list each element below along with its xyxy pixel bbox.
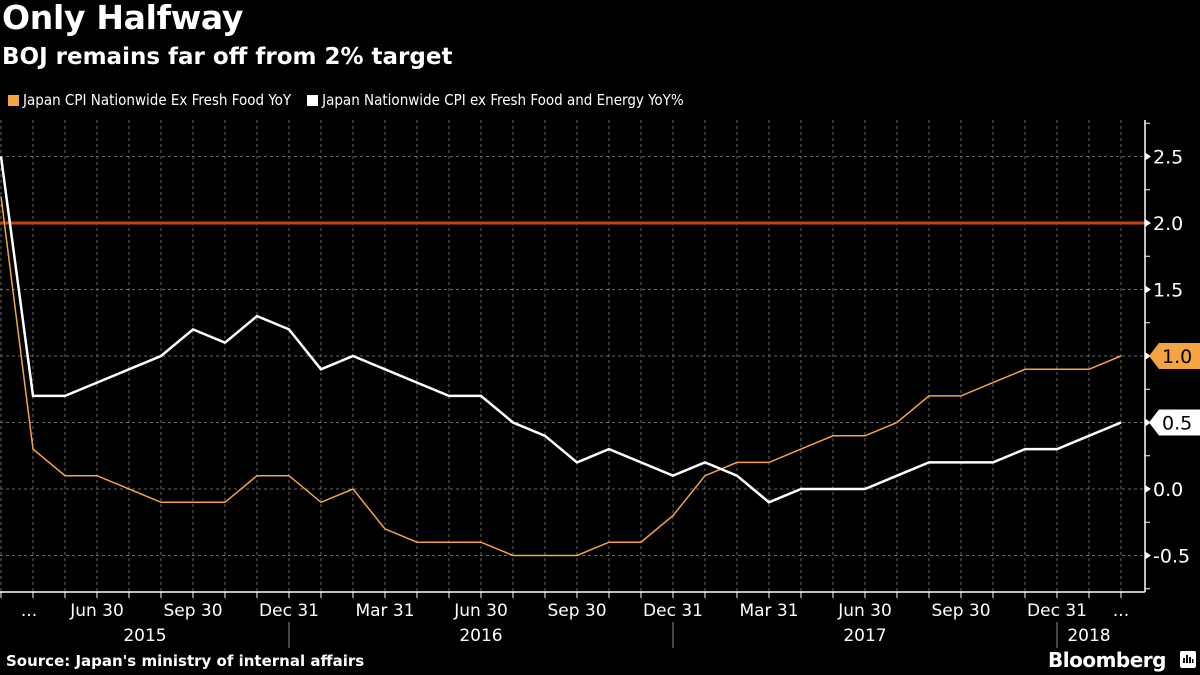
x-tick-label: Dec 31 bbox=[1027, 601, 1087, 621]
x-tick-label: Jun 30 bbox=[453, 601, 508, 621]
legend-swatch-orange bbox=[8, 94, 19, 106]
y-tick-marker bbox=[1145, 285, 1151, 294]
x-tick-label: Sep 30 bbox=[547, 601, 606, 621]
x-tick-label: Dec 31 bbox=[643, 601, 703, 621]
source-note: Source: Japan's ministry of internal aff… bbox=[6, 652, 365, 670]
axes bbox=[0, 120, 1150, 598]
bloomberg-logo: Bloomberg bbox=[1048, 648, 1166, 672]
legend: Japan CPI Nationwide Ex Fresh Food YoY J… bbox=[8, 91, 700, 109]
y-tick-marker bbox=[1145, 418, 1151, 427]
x-tick-label: ... bbox=[1113, 601, 1129, 621]
x-tick-label: Mar 31 bbox=[355, 601, 414, 621]
year-label: 2017 bbox=[843, 626, 886, 646]
series-line-cpi-ex-fresh-food bbox=[0, 196, 1122, 557]
year-label: 2018 bbox=[1067, 626, 1110, 646]
last-value-label: 0.5 bbox=[1162, 413, 1192, 435]
series-lines bbox=[0, 156, 1122, 557]
y-tick-label: -0.5 bbox=[1153, 546, 1190, 568]
legend-label: Japan CPI Nationwide Ex Fresh Food YoY bbox=[23, 91, 292, 109]
grid bbox=[0, 120, 1145, 592]
y-tick-label: 2.0 bbox=[1153, 213, 1183, 235]
legend-label: Japan Nationwide CPI ex Fresh Food and E… bbox=[322, 91, 684, 109]
x-tick-label: Sep 30 bbox=[931, 601, 990, 621]
x-tick-label: Jun 30 bbox=[69, 601, 124, 621]
x-tick-label: Dec 31 bbox=[259, 601, 319, 621]
y-tick-label: 0.0 bbox=[1153, 479, 1183, 501]
y-tick-marker bbox=[1145, 219, 1151, 227]
x-tick-label: Mar 31 bbox=[739, 601, 798, 621]
y-tick-label: 2.5 bbox=[1153, 147, 1183, 169]
chart-subtitle: BOJ remains far off from 2% target bbox=[2, 44, 453, 70]
legend-item-cpi-ex-fresh-food[interactable]: Japan CPI Nationwide Ex Fresh Food YoY bbox=[8, 91, 291, 109]
y-tick-marker bbox=[1145, 152, 1151, 161]
x-tick-label: Sep 30 bbox=[163, 601, 222, 621]
chart-title: Only Halfway bbox=[2, 0, 244, 37]
y-tick-marker bbox=[1145, 485, 1151, 493]
bloomberg-chart-icon bbox=[1180, 651, 1196, 668]
last-value-badge bbox=[1149, 343, 1200, 369]
last-value-label: 1.0 bbox=[1162, 346, 1192, 368]
year-label: 2016 bbox=[459, 626, 502, 646]
y-tick-label: 1.5 bbox=[1153, 280, 1183, 302]
x-tick-label: Jun 30 bbox=[837, 601, 892, 621]
x-tick-label: ... bbox=[21, 601, 37, 621]
year-label: 2015 bbox=[123, 626, 166, 646]
axis-labels: -0.50.00.51.01.52.02.51.00.5...Jun 30Sep… bbox=[21, 147, 1200, 648]
series-line-cpi-ex-fresh-food-energy bbox=[0, 156, 1122, 504]
last-value-badge bbox=[1149, 409, 1200, 436]
y-tick-marker bbox=[1145, 352, 1151, 360]
legend-swatch-white bbox=[307, 94, 319, 106]
y-tick-marker bbox=[1145, 551, 1151, 560]
legend-item-cpi-ex-fresh-food-energy[interactable]: Japan Nationwide CPI ex Fresh Food and E… bbox=[307, 91, 684, 109]
